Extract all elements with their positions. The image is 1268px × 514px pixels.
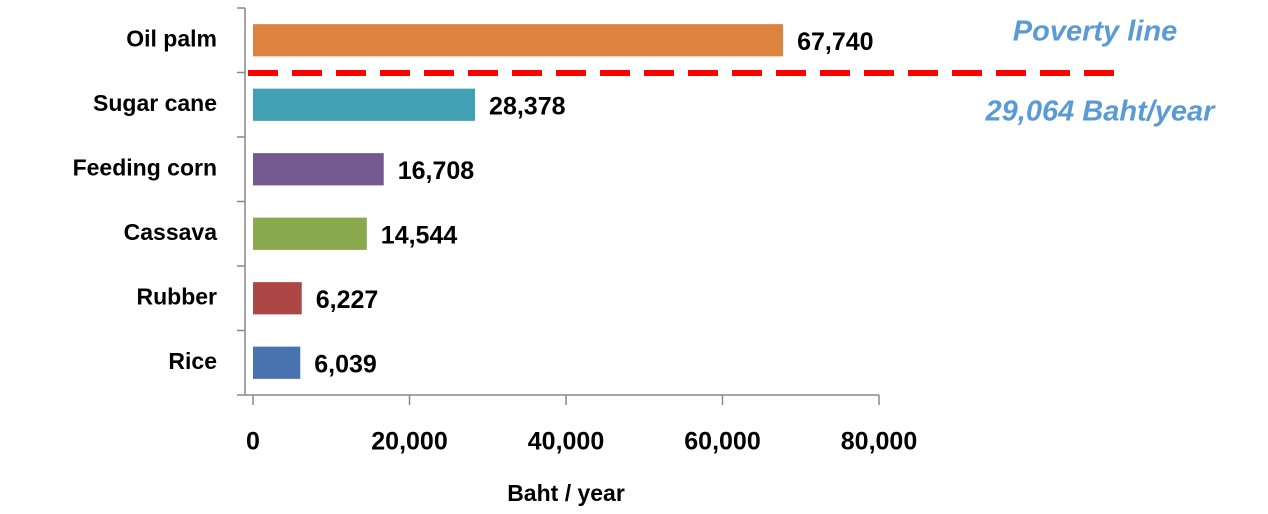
bar [253, 217, 367, 250]
data-label: 16,708 [398, 157, 475, 185]
bar [253, 282, 302, 315]
data-label: 6,227 [316, 286, 379, 314]
bar [253, 24, 784, 57]
y-tick-label: Cassava [124, 219, 218, 245]
annotation: 29,064 Baht/year [985, 96, 1217, 128]
data-label: 28,378 [489, 92, 566, 120]
y-tick-label: Oil palm [126, 25, 217, 51]
y-tick-label: Sugar cane [93, 90, 217, 116]
x-tick-label: 80,000 [841, 428, 917, 456]
bar [253, 153, 384, 186]
x-tick-label: 20,000 [371, 428, 447, 456]
x-tick-label: 60,000 [684, 428, 760, 456]
y-tick-label: Rubber [137, 283, 218, 309]
bar [253, 346, 301, 379]
y-tick-label: Rice [168, 348, 217, 374]
y-tick-label: Feeding corn [73, 154, 217, 180]
data-label: 14,544 [381, 221, 458, 249]
data-label: 67,740 [797, 28, 873, 56]
x-tick-label: 0 [246, 428, 260, 456]
data-label: 6,039 [314, 350, 377, 378]
annotation: Poverty line [1013, 16, 1177, 48]
x-tick-label: 40,000 [528, 428, 604, 456]
x-axis-title: Baht / year [507, 480, 625, 506]
bar [253, 88, 476, 121]
